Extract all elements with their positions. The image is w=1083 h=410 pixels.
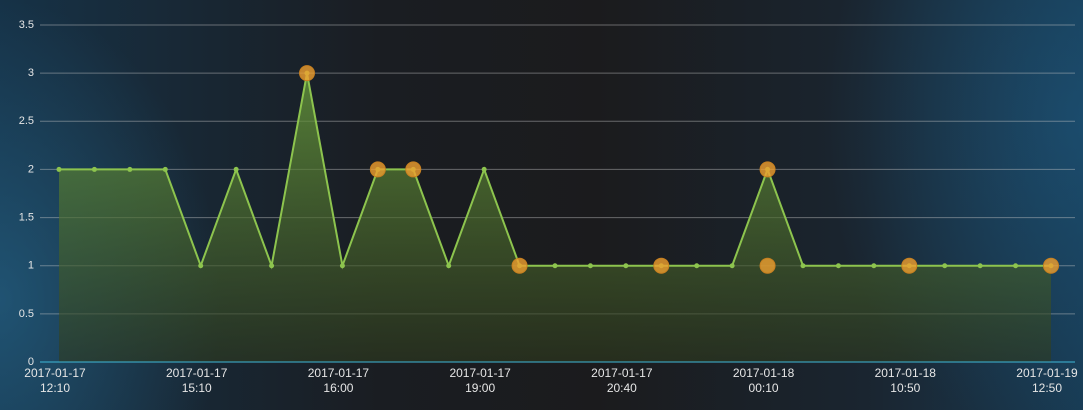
x-tick-label: 2017-01-18 10:50 xyxy=(874,366,936,395)
highlight-marker xyxy=(901,257,918,274)
highlight-marker xyxy=(759,257,776,274)
y-tick-label: 3.5 xyxy=(19,19,34,31)
point xyxy=(198,263,204,269)
highlight-marker xyxy=(511,257,528,274)
x-tick-label: 2017-01-18 00:10 xyxy=(732,366,795,395)
x-tick-label: 2017-01-17 16:00 xyxy=(307,366,370,395)
point xyxy=(446,263,452,269)
point xyxy=(162,166,168,172)
y-tick-label: 3 xyxy=(28,67,34,79)
point xyxy=(552,263,558,269)
point xyxy=(942,263,948,269)
point xyxy=(127,166,133,172)
highlight-marker xyxy=(1043,257,1059,274)
highlight-marker xyxy=(759,161,776,178)
point xyxy=(91,166,97,172)
highlight-marker xyxy=(405,161,422,178)
highlight-marker xyxy=(299,65,315,82)
y-tick-label: 1.5 xyxy=(19,211,34,223)
highlight-marker xyxy=(653,257,670,274)
point xyxy=(587,263,593,269)
point xyxy=(694,263,700,269)
x-tick-label: 2017-01-17 19:00 xyxy=(449,366,511,395)
y-tick-label: 2.5 xyxy=(19,115,34,127)
x-tick-label: 2017-01-19 12:50 xyxy=(1016,366,1078,395)
point xyxy=(233,166,239,172)
point xyxy=(56,166,62,172)
y-tick-label: 0.5 xyxy=(19,308,34,320)
point xyxy=(800,263,806,269)
point xyxy=(871,263,877,269)
y-tick-label: 1 xyxy=(28,260,34,272)
point xyxy=(977,263,983,269)
highlight-marker xyxy=(369,161,386,178)
point xyxy=(269,263,275,269)
point xyxy=(339,263,345,269)
area xyxy=(59,73,1051,363)
point xyxy=(481,166,487,172)
x-tick-label: 2017-01-17 12:10 xyxy=(24,366,86,395)
y-tick-label: 2 xyxy=(28,163,34,175)
x-tick-label: 2017-01-17 20:40 xyxy=(591,366,653,395)
point xyxy=(1013,263,1019,269)
point xyxy=(729,263,735,269)
x-tick-label: 2017-01-17 15:10 xyxy=(166,366,228,395)
y-tick-label: 0 xyxy=(28,356,34,368)
point xyxy=(623,263,629,269)
point xyxy=(835,263,841,269)
